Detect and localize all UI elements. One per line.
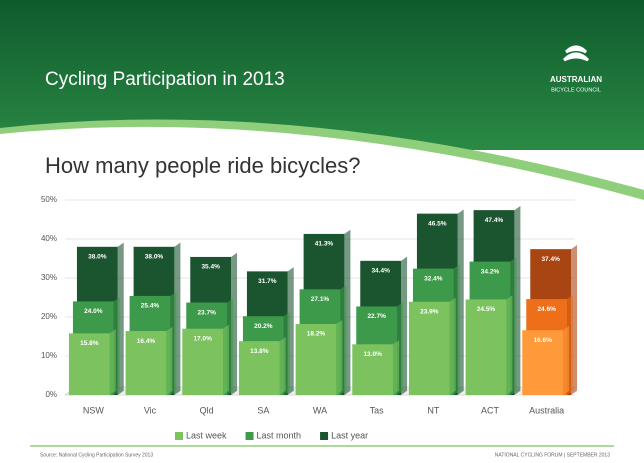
bar [408, 301, 450, 395]
value-label: 34.2% [481, 268, 500, 275]
legend-label: Last month [257, 430, 302, 440]
logo-subtext: BICYCLE COUNCIL [551, 87, 601, 93]
x-tick-label: NSW [83, 405, 105, 415]
value-label: 47.4% [485, 217, 504, 224]
value-label: 38.0% [145, 254, 164, 261]
footer-source: Source: National Cycling Participation S… [40, 452, 153, 458]
value-label: 18.2% [307, 331, 326, 338]
legend-swatch [245, 432, 254, 440]
slide-title: Cycling Participation in 2013 [45, 69, 285, 90]
legend-swatch [320, 432, 329, 440]
x-tick-label: Tas [370, 405, 385, 415]
value-label: 32.4% [424, 275, 443, 282]
value-label: 22.7% [367, 313, 386, 320]
bar-side [393, 340, 400, 395]
value-label: 20.2% [254, 323, 273, 330]
bar-side [223, 324, 230, 395]
bar-side [563, 326, 570, 395]
value-label: 23.7% [197, 309, 216, 316]
value-label: 24.0% [84, 308, 103, 315]
value-label: 24.5% [477, 306, 496, 313]
value-label: 15.8% [80, 340, 99, 347]
value-label: 25.4% [141, 303, 160, 310]
value-label: 37.4% [541, 256, 560, 263]
logo-text: AUSTRALIAN [550, 75, 602, 84]
legend-swatch [175, 432, 183, 440]
x-tick-label: Australia [529, 405, 564, 415]
value-label: 13.8% [250, 348, 269, 355]
y-tick-label: 50% [41, 195, 57, 204]
bar-side [109, 329, 116, 395]
value-label: 38.0% [88, 254, 107, 261]
value-label: 35.4% [201, 264, 220, 271]
value-label: 23.9% [420, 309, 439, 316]
value-label: 27.1% [311, 296, 330, 303]
bar [182, 328, 224, 395]
bar-side [449, 297, 456, 395]
bar [465, 299, 507, 395]
bar-side [336, 319, 343, 395]
bar [522, 330, 564, 395]
y-tick-label: 20% [41, 312, 57, 321]
logo-icon [562, 45, 590, 62]
bar-side [506, 295, 513, 395]
chart-title: How many people ride bicycles? [45, 153, 361, 178]
y-tick-label: 0% [45, 390, 57, 399]
bar [68, 333, 110, 395]
legend-label: Last year [331, 430, 368, 440]
x-tick-label: WA [313, 405, 327, 415]
bar [295, 324, 337, 395]
x-tick-label: NT [427, 405, 439, 415]
value-label: 24.6% [537, 306, 556, 313]
x-tick-label: Qld [200, 405, 214, 415]
value-label: 34.4% [371, 268, 390, 275]
value-label: 31.7% [258, 278, 277, 285]
value-label: 17.0% [193, 335, 212, 342]
footer-event: NATIONAL CYCLING FORUM | SEPTEMBER 2013 [495, 452, 610, 458]
bar-side [279, 336, 286, 395]
bar-side [166, 326, 173, 395]
x-tick-label: Vic [144, 405, 157, 415]
x-tick-label: SA [257, 405, 269, 415]
value-label: 16.6% [533, 337, 552, 344]
value-label: 41.3% [315, 241, 334, 248]
y-tick-label: 30% [41, 273, 57, 282]
y-tick-label: 40% [41, 234, 57, 243]
y-tick-label: 10% [41, 351, 57, 360]
value-label: 46.5% [428, 220, 447, 227]
legend-label: Last week [186, 430, 227, 440]
bar [125, 331, 167, 395]
bar [352, 344, 394, 395]
x-tick-label: ACT [481, 405, 500, 415]
value-label: 16.4% [137, 338, 156, 345]
value-label: 13.0% [363, 351, 382, 358]
bar [238, 341, 280, 395]
